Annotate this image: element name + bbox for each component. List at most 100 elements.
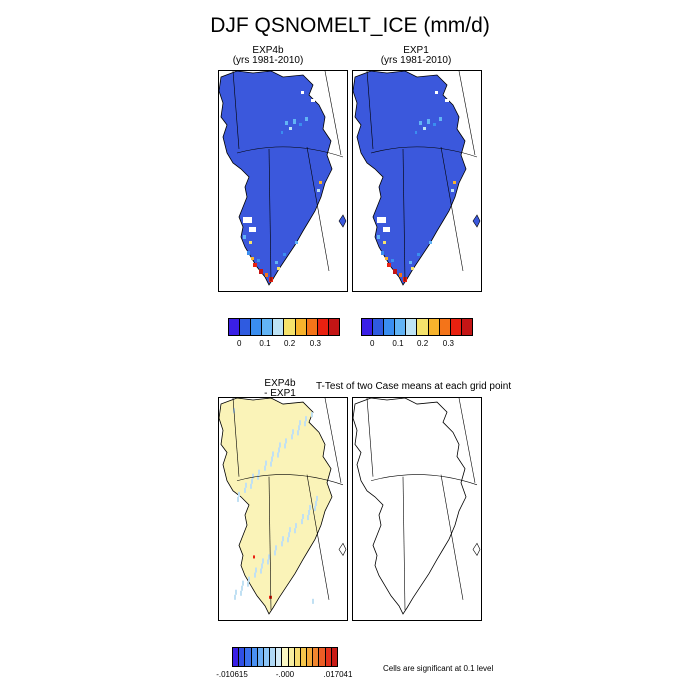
colorbar-exp4b-swatch bbox=[273, 319, 285, 335]
iceland-outline bbox=[338, 542, 347, 557]
latitude-line bbox=[370, 474, 478, 486]
colorbar-diff-swatch bbox=[270, 648, 277, 666]
grid-cell bbox=[243, 235, 246, 239]
colorbar-exp1: 0 0.1 0.2 0.3 bbox=[361, 318, 473, 348]
grid-cell bbox=[283, 253, 286, 256]
grid-cell bbox=[294, 528, 296, 534]
colorbar-exp1-swatch bbox=[461, 319, 472, 335]
grid-cell bbox=[299, 420, 301, 426]
grid-cell bbox=[301, 91, 304, 94]
latitude-line bbox=[236, 474, 344, 486]
grid-cell bbox=[383, 227, 390, 232]
colorbar-diff-ticks: -.010615 -.000 .017041 bbox=[216, 667, 352, 679]
grid-cell bbox=[262, 558, 264, 564]
grid-cell bbox=[312, 598, 314, 604]
grid-cell bbox=[311, 99, 315, 102]
greenland-outline bbox=[353, 398, 467, 615]
colorbar-exp1-ticks: 0 0.1 0.2 0.3 bbox=[361, 336, 473, 348]
longitude-line bbox=[306, 146, 330, 272]
colorbar-exp4b-swatch bbox=[240, 319, 252, 335]
grid-cell bbox=[298, 425, 300, 431]
grid-cell bbox=[257, 474, 259, 480]
grid-cell bbox=[277, 452, 279, 458]
grid-cell bbox=[235, 589, 237, 595]
grid-cell bbox=[307, 515, 309, 521]
grid-cell bbox=[304, 421, 306, 427]
grid-cell bbox=[253, 555, 255, 559]
grid-cell bbox=[383, 241, 386, 244]
greenland-landmass bbox=[353, 71, 467, 286]
grid-cell bbox=[289, 127, 292, 130]
colorbar-diff-tick-label: -.000 bbox=[275, 670, 295, 679]
grid-cell bbox=[272, 451, 274, 457]
panel-exp1-map bbox=[352, 70, 482, 292]
longitude-line bbox=[366, 398, 374, 477]
grid-cell bbox=[270, 461, 272, 467]
colorbar-exp1-swatch bbox=[395, 319, 407, 335]
colorbar-exp4b-bar bbox=[228, 318, 340, 336]
grid-cell bbox=[251, 257, 254, 260]
grid-cell bbox=[250, 483, 252, 489]
panel-diff-map bbox=[218, 397, 348, 621]
iceland-outline bbox=[472, 214, 481, 228]
colorbar-exp1-swatch bbox=[406, 319, 418, 335]
colorbar-exp1-swatch bbox=[417, 319, 429, 335]
longitude-line bbox=[324, 398, 342, 483]
colorbar-exp4b-swatch bbox=[251, 319, 263, 335]
grid-cell bbox=[292, 429, 294, 435]
grid-cell bbox=[293, 119, 296, 124]
longitude-line bbox=[232, 398, 240, 477]
colorbar-diff-swatch bbox=[319, 648, 326, 666]
grid-cell bbox=[399, 273, 402, 277]
iceland-outline bbox=[338, 214, 347, 228]
colorbar-diff-swatch bbox=[325, 648, 332, 666]
grid-cell bbox=[299, 123, 302, 126]
panel-ttest-map bbox=[352, 397, 482, 621]
grid-cell bbox=[288, 532, 290, 538]
colorbar-exp1-tick-label: 0.3 bbox=[442, 339, 454, 348]
grid-cell bbox=[419, 121, 422, 125]
grid-cell bbox=[309, 504, 311, 511]
greenland-map-diff bbox=[219, 398, 347, 615]
greenland-landmass bbox=[219, 71, 333, 286]
grid-cell bbox=[269, 595, 272, 599]
colorbar-diff-bar bbox=[232, 647, 338, 667]
grid-cell bbox=[433, 123, 436, 126]
colorbar-exp4b-swatch bbox=[328, 319, 339, 335]
colorbar-diff-swatch bbox=[251, 648, 258, 666]
colorbar-exp4b-swatch bbox=[262, 319, 274, 335]
longitude-line bbox=[268, 148, 272, 282]
grid-cell bbox=[302, 514, 304, 520]
grid-cell bbox=[268, 554, 270, 560]
grid-cell bbox=[285, 438, 287, 444]
longitude-line bbox=[440, 146, 464, 272]
greenland-map-ttest bbox=[353, 398, 481, 615]
grid-cell bbox=[291, 434, 293, 440]
colorbar-exp1-tick-label: 0.1 bbox=[392, 339, 404, 348]
grid-cell bbox=[295, 241, 298, 244]
colorbar-diff-swatch bbox=[307, 648, 314, 666]
grid-cell bbox=[453, 181, 456, 184]
colorbar-exp4b-swatch bbox=[317, 319, 329, 335]
grid-cell bbox=[409, 261, 412, 264]
grid-cell bbox=[251, 478, 253, 484]
grid-cell bbox=[317, 189, 320, 192]
panel-diff-title-line1: EXP4b bbox=[264, 378, 296, 389]
iceland-outline bbox=[472, 542, 481, 557]
grid-cell bbox=[278, 447, 280, 453]
grid-cell bbox=[282, 536, 284, 542]
grid-cell bbox=[237, 496, 239, 502]
colorbar-exp4b-tick-label: 0.2 bbox=[284, 339, 296, 348]
colorbar-exp4b-swatch bbox=[306, 319, 318, 335]
colorbar-exp4b: 0 0.1 0.2 0.3 bbox=[228, 318, 340, 348]
colorbar-exp4b-tick-label: 0.1 bbox=[259, 339, 271, 348]
greenland-map-exp4b bbox=[219, 71, 347, 286]
grid-cell bbox=[435, 91, 438, 94]
panel-exp4b-title: EXP4b (yrs 1981-2010) bbox=[218, 46, 318, 66]
colorbar-diff-swatch bbox=[239, 648, 246, 666]
grid-cell bbox=[265, 273, 268, 277]
grid-cell bbox=[275, 261, 278, 264]
grid-cell bbox=[297, 430, 299, 436]
grid-cell bbox=[277, 267, 280, 270]
grid-cell bbox=[445, 99, 449, 102]
